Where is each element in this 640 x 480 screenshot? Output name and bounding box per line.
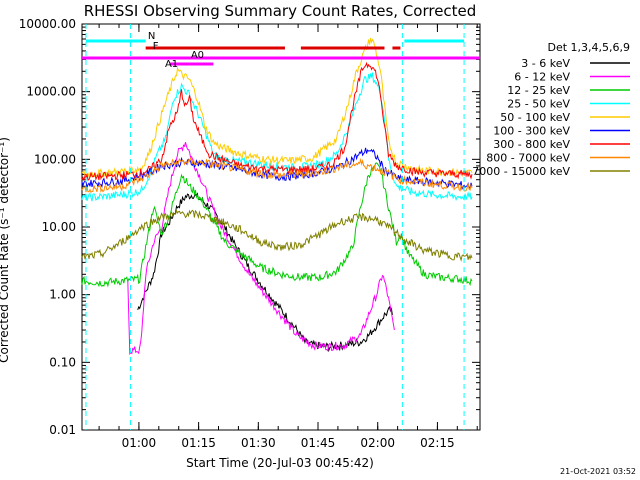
series-800-7000-kev [81, 157, 473, 193]
flag-label-f: F [153, 41, 159, 52]
series-6-12-kev [127, 142, 395, 355]
x-tick-label: 01:45 [301, 436, 336, 450]
legend-label: 50 - 100 keV [500, 111, 570, 124]
plot-area: 0.01 0.10 1.00 10.00 100.00 1000.00 10000.00 01… [19, 17, 481, 450]
x-tick-label: 01:15 [181, 436, 216, 450]
legend-label: 25 - 50 keV [507, 98, 570, 111]
x-tick-label: 02:15 [420, 436, 455, 450]
x-tick-label: 01:00 [122, 436, 157, 450]
series-100-300-kev [81, 147, 473, 191]
y-tick-label: 0.10 [49, 355, 76, 369]
series-7000-15000-kev [81, 209, 473, 262]
x-tick-label: 02:00 [360, 436, 395, 450]
series-50-100-kev [81, 37, 473, 179]
timestamp: 21-Oct-2021 03:52 [560, 467, 636, 476]
series-12-25-kev [81, 162, 473, 288]
series-group [81, 37, 473, 355]
legend-label: 12 - 25 keV [507, 84, 570, 97]
flag-label-a1: A1 [165, 59, 178, 70]
y-tick-label: 1.00 [49, 288, 76, 302]
legend-label: 100 - 300 keV [493, 125, 570, 138]
legend-label: 7000 - 15000 keV [472, 165, 570, 178]
legend-label: 300 - 800 keV [493, 138, 570, 151]
legend-label: 3 - 6 keV [521, 57, 570, 70]
legend-label: 6 - 12 keV [514, 71, 570, 84]
x-tick-label: 01:30 [241, 436, 276, 450]
series-3-6-kev [137, 192, 393, 353]
flag-label-n: N [148, 31, 155, 42]
flag-bars: NF A0 A1 [82, 31, 480, 70]
y-axis-label: Corrected Count Rate (s⁻¹ detector⁻¹) [0, 137, 11, 363]
y-tick-label: 1000.00 [26, 85, 76, 99]
series-25-50-kev [81, 72, 473, 202]
flag-label-a0: A0 [191, 50, 204, 61]
y-tick-label: 100.00 [34, 152, 76, 166]
x-axis-label: Start Time (20-Jul-03 00:45:42) [186, 456, 374, 470]
chart-title: RHESSI Observing Summary Count Rates, Co… [84, 2, 477, 20]
y-tick-label: 0.01 [49, 423, 76, 437]
legend-label: 800 - 7000 keV [486, 152, 570, 165]
y-tick-label: 10000.00 [19, 17, 76, 31]
y-tick-label: 10.00 [42, 220, 76, 234]
legend-header: Det 1,3,4,5,6,9 [547, 41, 630, 54]
